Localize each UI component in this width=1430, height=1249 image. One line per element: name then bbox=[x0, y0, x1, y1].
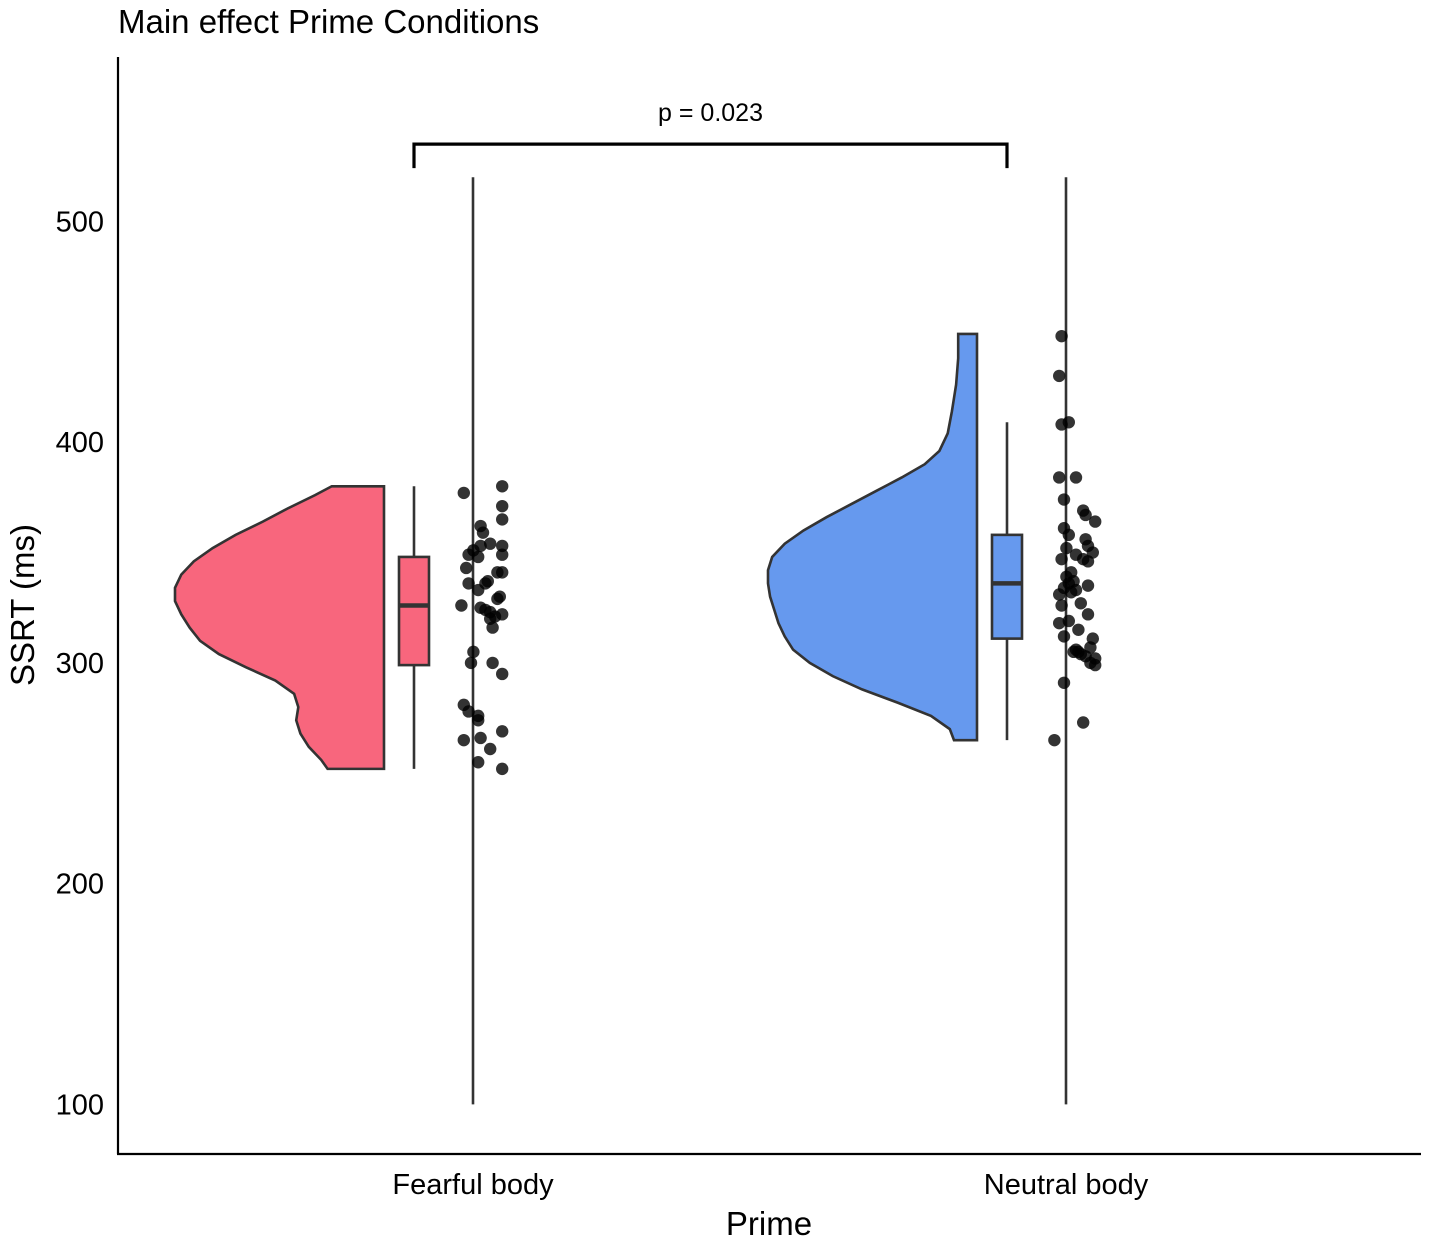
data-point bbox=[1074, 597, 1088, 610]
data-point bbox=[1048, 733, 1061, 747]
series-group bbox=[173, 177, 509, 1105]
series-group bbox=[766, 177, 1102, 1105]
data-point bbox=[1062, 614, 1076, 628]
data-point bbox=[460, 561, 473, 575]
data-point bbox=[496, 725, 509, 738]
data-point bbox=[1053, 616, 1066, 630]
y-tick-label: 400 bbox=[56, 427, 104, 459]
y-tick-label: 200 bbox=[56, 869, 104, 901]
data-point bbox=[462, 577, 475, 590]
data-point bbox=[1062, 416, 1076, 429]
data-point bbox=[496, 548, 509, 561]
data-point bbox=[1055, 599, 1068, 612]
data-point bbox=[496, 513, 509, 526]
p-value-label: p = 0.023 bbox=[658, 99, 763, 127]
data-point bbox=[496, 539, 509, 553]
data-point bbox=[464, 656, 478, 670]
x-tick-label: Neutral body bbox=[984, 1169, 1149, 1201]
y-axis-ticks: 100 200 300 400 500 bbox=[56, 206, 104, 1121]
data-point bbox=[1055, 329, 1068, 343]
box-iqr bbox=[990, 533, 1024, 640]
y-axis-title: SSRT (ms) bbox=[4, 524, 41, 686]
data-point bbox=[472, 550, 485, 564]
data-point bbox=[462, 548, 475, 561]
data-point bbox=[1057, 493, 1071, 506]
data-point bbox=[472, 583, 485, 597]
data-point bbox=[1062, 528, 1076, 542]
plot-area bbox=[173, 177, 1102, 1105]
data-point bbox=[484, 537, 497, 550]
y-tick-label: 300 bbox=[56, 648, 104, 680]
data-point bbox=[486, 656, 499, 670]
data-point bbox=[474, 539, 487, 553]
chart-title: Main effect Prime Conditions bbox=[118, 3, 539, 40]
violin-shape bbox=[173, 484, 386, 771]
data-point bbox=[491, 592, 504, 606]
data-point bbox=[462, 705, 475, 718]
data-point bbox=[457, 486, 470, 500]
data-point bbox=[496, 480, 509, 493]
data-point bbox=[1089, 658, 1102, 672]
data-point bbox=[1057, 676, 1071, 689]
significance-annotation: p = 0.023 bbox=[412, 99, 1009, 169]
x-tick-label: Fearful body bbox=[392, 1169, 554, 1201]
data-point bbox=[472, 714, 485, 727]
data-point bbox=[1081, 579, 1095, 592]
data-point bbox=[496, 667, 509, 681]
y-tick-label: 100 bbox=[56, 1089, 104, 1121]
x-axis-ticks: Fearful body Neutral body bbox=[392, 1169, 1148, 1201]
significance-bracket bbox=[412, 142, 1009, 169]
data-point bbox=[484, 742, 497, 756]
data-point bbox=[1053, 588, 1066, 601]
data-point bbox=[1079, 508, 1092, 522]
box-iqr bbox=[397, 555, 431, 667]
x-axis-title: Prime bbox=[726, 1205, 812, 1242]
data-point bbox=[1069, 471, 1083, 484]
data-point bbox=[1060, 541, 1073, 555]
data-point bbox=[1053, 471, 1066, 484]
data-point bbox=[455, 599, 468, 612]
data-point bbox=[1072, 623, 1085, 636]
data-point bbox=[1077, 716, 1090, 729]
data-point bbox=[457, 733, 470, 747]
data-point bbox=[474, 731, 487, 745]
data-point bbox=[1065, 586, 1078, 599]
data-point bbox=[486, 621, 499, 634]
data-point bbox=[1081, 608, 1095, 621]
data-point bbox=[1055, 552, 1068, 566]
data-point bbox=[1081, 555, 1095, 568]
data-point bbox=[1053, 369, 1066, 383]
data-point bbox=[476, 526, 490, 539]
data-point bbox=[472, 756, 485, 769]
y-tick-label: 500 bbox=[56, 206, 104, 238]
data-point bbox=[1057, 630, 1071, 643]
data-point bbox=[1089, 515, 1102, 528]
data-point bbox=[491, 566, 504, 579]
data-point bbox=[496, 762, 509, 776]
data-point bbox=[496, 499, 509, 513]
data-point bbox=[467, 645, 480, 659]
violin-shape bbox=[766, 332, 979, 742]
